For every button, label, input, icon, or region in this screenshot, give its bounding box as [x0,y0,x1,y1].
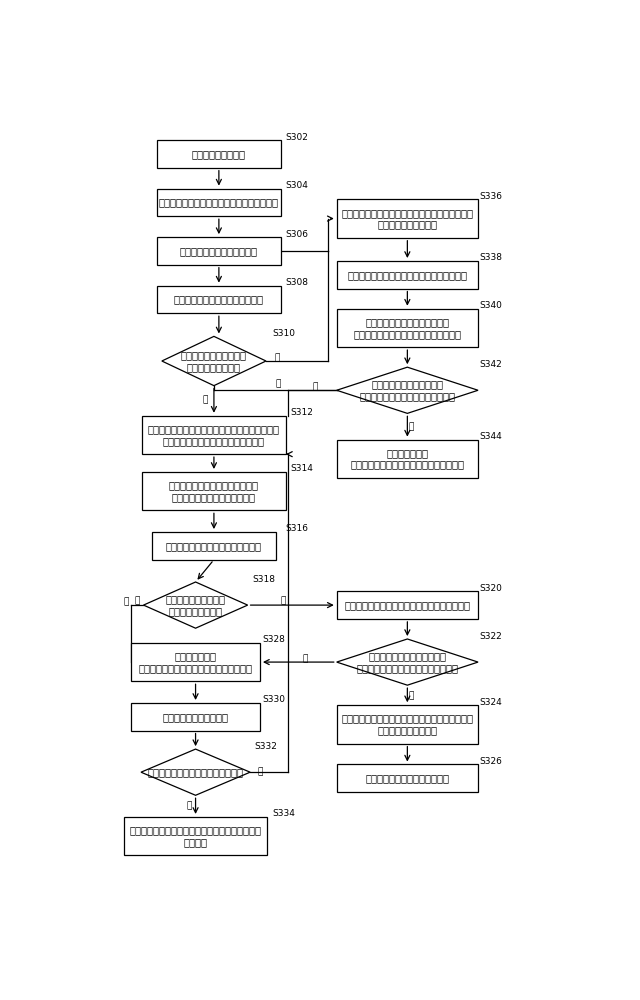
Text: 否: 否 [134,597,140,606]
Text: S322: S322 [479,632,502,641]
Text: 否: 否 [275,353,280,362]
Text: S308: S308 [286,278,309,287]
Text: S316: S316 [286,524,309,533]
Text: 获取被放入食材所在的储物间室的当前目标温度: 获取被放入食材所在的储物间室的当前目标温度 [344,600,470,610]
Text: S306: S306 [286,230,309,239]
Polygon shape [143,582,248,628]
FancyBboxPatch shape [337,199,478,238]
Text: 是: 是 [281,597,286,606]
Text: 输出提示信息，
以提醒用户更改存放被放入食材的储物间室: 输出提示信息， 以提醒用户更改存放被放入食材的储物间室 [139,651,253,673]
FancyBboxPatch shape [337,764,478,792]
Text: 根据开闭信号确定被放入食材所在的储物间室: 根据开闭信号确定被放入食材所在的储物间室 [159,197,279,207]
Text: 是: 是 [202,396,207,405]
FancyBboxPatch shape [142,472,286,510]
Text: S344: S344 [479,432,502,441]
Text: 获取被放入食材所在的储物间室内
所有原食材的食材优先级和重量: 获取被放入食材所在的储物间室内 所有原食材的食材优先级和重量 [169,480,259,502]
Text: 否: 否 [303,654,308,664]
Text: S328: S328 [262,635,285,644]
Text: S342: S342 [479,360,502,369]
Text: S314: S314 [291,464,314,473]
FancyBboxPatch shape [337,309,478,347]
Text: 获取被放入食材所在的储物间室的间室优先级: 获取被放入食材所在的储物间室的间室优先级 [348,270,467,280]
Text: 获取用户的更改选择操作: 获取用户的更改选择操作 [163,712,228,722]
Text: 确定被放入食材所在的储物间室的目标温度为当前
目标温度: 确定被放入食材所在的储物间室的目标温度为当前 目标温度 [129,825,262,847]
FancyBboxPatch shape [337,261,478,289]
Text: S338: S338 [479,253,502,262]
Text: 获取被放入食材的优先级分配模式: 获取被放入食材的优先级分配模式 [174,294,264,304]
Text: 根据被放入食材的种类在预设的食材信息库中匹配
得出对应的食材优先级和最佳存储温度: 根据被放入食材的种类在预设的食材信息库中匹配 得出对应的食材优先级和最佳存储温度 [148,424,280,446]
FancyBboxPatch shape [142,416,286,454]
FancyBboxPatch shape [157,237,281,265]
Polygon shape [162,336,266,386]
Text: 检测被放入食材的种类和重量: 检测被放入食材的种类和重量 [180,246,258,256]
FancyBboxPatch shape [131,643,260,681]
FancyBboxPatch shape [152,532,276,560]
Polygon shape [337,367,478,413]
Text: S302: S302 [286,133,308,142]
Text: S304: S304 [286,181,308,190]
Text: S320: S320 [479,584,502,593]
Text: S332: S332 [255,742,278,751]
FancyBboxPatch shape [131,703,260,731]
FancyBboxPatch shape [157,189,281,216]
Text: 根据被放入食材的种类在预设的食材信息库中匹配
得出对应的间室优先级: 根据被放入食材的种类在预设的食材信息库中匹配 得出对应的间室优先级 [341,208,474,229]
FancyBboxPatch shape [157,286,281,313]
Text: S326: S326 [479,757,502,766]
Text: 用户更改存放被放入食材的储物间室: 用户更改存放被放入食材的储物间室 [148,767,244,777]
Text: 获取门体的开闭信号: 获取门体的开闭信号 [192,149,246,159]
Text: 否: 否 [409,422,414,431]
FancyBboxPatch shape [157,140,281,168]
Text: 输出提示信息，
以提醒用户更改存放被放入食材的储物间室: 输出提示信息， 以提醒用户更改存放被放入食材的储物间室 [350,448,465,470]
Text: 被放入食材的间室优先级和
共所在的储物间室的间室优先级相同: 被放入食材的间室优先级和 共所在的储物间室的间室优先级相同 [360,379,456,401]
Text: 是: 是 [409,691,414,700]
Text: S318: S318 [252,575,275,584]
Text: S310: S310 [273,329,296,338]
Text: 是: 是 [186,802,191,811]
Text: 获得被放入食材和所有原食材的权重: 获得被放入食材和所有原食材的权重 [166,541,262,551]
FancyBboxPatch shape [337,591,478,619]
Text: S340: S340 [479,301,502,310]
Text: S336: S336 [479,192,502,201]
Text: 当前目标温度和被放入食材的
最佳存储温度的差值小于预设温差阈值: 当前目标温度和被放入食材的 最佳存储温度的差值小于预设温差阈值 [356,651,458,673]
FancyBboxPatch shape [337,705,478,744]
Text: 是: 是 [313,382,318,391]
Text: 否: 否 [257,768,262,777]
Text: 比较被放入食材的间室优先级和
被放入食材所在的储物间室的间室优先级: 比较被放入食材的间室优先级和 被放入食材所在的储物间室的间室优先级 [353,317,461,339]
Text: 被放入食材的权重大于
原食材中最大的权重: 被放入食材的权重大于 原食材中最大的权重 [166,594,225,616]
Text: 否: 否 [124,598,129,607]
Text: S324: S324 [479,698,502,707]
Polygon shape [337,639,478,685]
FancyBboxPatch shape [124,817,268,855]
Text: S330: S330 [262,695,285,704]
Text: 是: 是 [276,380,281,389]
Text: 被放入食材的优先级分配
模式为权重优先模式: 被放入食材的优先级分配 模式为权重优先模式 [181,350,247,372]
Polygon shape [141,749,250,795]
Text: S312: S312 [291,408,314,417]
Text: 确定被放入食材所在的储物间室的目标温度为被放
入食材的最佳存储温度: 确定被放入食材所在的储物间室的目标温度为被放 入食材的最佳存储温度 [341,714,474,735]
FancyBboxPatch shape [337,440,478,478]
Text: 驱动制冷系统按照目标温度工作: 驱动制冷系统按照目标温度工作 [365,773,449,783]
Text: S334: S334 [273,809,295,818]
